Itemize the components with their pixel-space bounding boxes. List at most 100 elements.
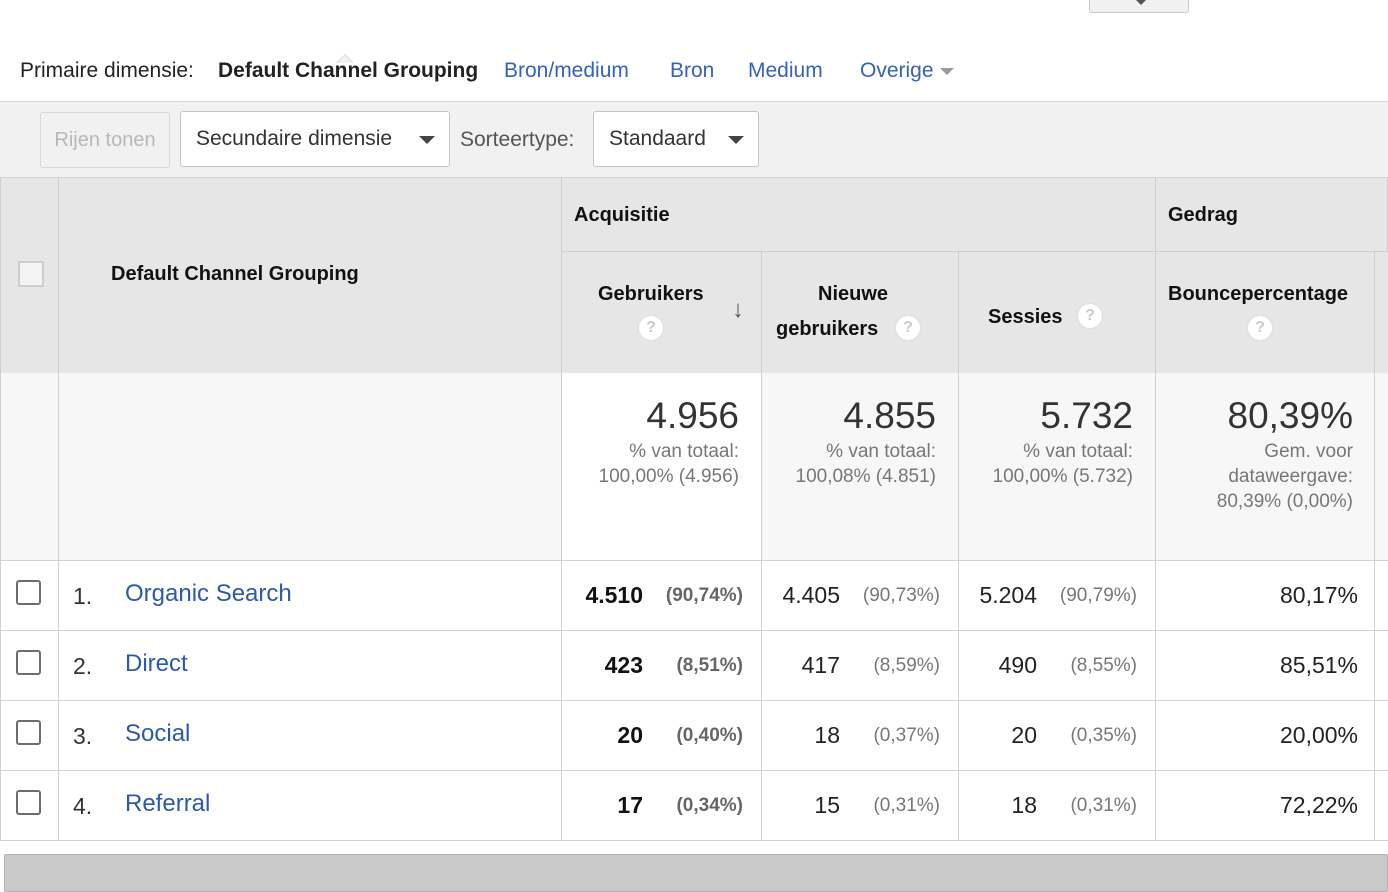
row-bounce-value: 20,00%	[1279, 722, 1358, 748]
dimension-link-overige[interactable]: Overige	[860, 59, 954, 83]
row-users-value: 17	[617, 792, 643, 818]
totals-bounce-label: Gem. voor	[1264, 441, 1353, 462]
channel-link[interactable]: Social	[125, 720, 191, 747]
help-icon[interactable]: ?	[638, 315, 664, 341]
active-dimension-pointer	[335, 53, 353, 63]
row-select-cell	[0, 631, 59, 701]
sessions-column-header[interactable]: Sessies ?	[959, 252, 1156, 373]
row-divider	[0, 630, 1388, 631]
row-users-pct: (0,40%)	[676, 725, 743, 746]
row-edge-cell	[1375, 701, 1388, 771]
row-edge-cell	[1375, 561, 1388, 631]
chevron-down-icon	[1134, 0, 1148, 5]
primary-dimension-active: Default Channel Grouping	[218, 59, 479, 82]
new-users-column-header[interactable]: Nieuwe gebruikers ?	[762, 252, 959, 373]
header-select-cell	[0, 178, 59, 373]
row-sessions-value: 20	[1011, 722, 1037, 748]
row-new-users-pct: (8,59%)	[873, 655, 940, 676]
show-rows-button[interactable]: Rijen tonen	[40, 112, 170, 168]
row-sessions-cell: 18 (0,31%)	[959, 771, 1156, 841]
horizontal-scrollbar[interactable]	[4, 854, 1388, 892]
row-sessions-cell: 5.204 (90,79%)	[959, 561, 1156, 631]
sort-descending-icon[interactable]: ↓	[732, 296, 744, 323]
help-icon[interactable]: ?	[895, 315, 921, 341]
top-dropdown-button[interactable]	[1089, 0, 1189, 13]
row-new-users-value: 417	[801, 652, 840, 678]
channel-link[interactable]: Organic Search	[125, 580, 292, 607]
row-users-pct: (8,51%)	[676, 655, 743, 676]
channel-link[interactable]: Referral	[125, 790, 211, 817]
totals-users-cell: 4.956 % van totaal: 100,00% (4.956)	[562, 373, 762, 561]
dimension-link-bron-medium[interactable]: Bron/medium	[504, 59, 629, 82]
divider	[0, 560, 1388, 561]
row-bounce-value: 72,22%	[1279, 792, 1358, 818]
chevron-down-icon	[939, 67, 954, 75]
row-bounce-cell: 20,00%	[1156, 701, 1375, 771]
row-number: 1.	[73, 583, 93, 609]
row-sessions-pct: (0,31%)	[1070, 795, 1137, 816]
row-divider	[0, 770, 1388, 771]
row-users-pct: (90,74%)	[665, 585, 743, 606]
totals-bounce-value: 80,39%	[1227, 395, 1354, 436]
row-users-value: 20	[617, 722, 643, 748]
select-all-checkbox[interactable]	[18, 261, 44, 287]
bounce-column-header[interactable]: Bouncepercentage ?	[1156, 252, 1375, 373]
totals-sessions-cell: 5.732 % van totaal: 100,00% (5.732)	[959, 373, 1156, 561]
table-row-label-cell: 3. Social	[59, 701, 562, 771]
table-toolbar: Rijen tonen Secundaire dimensie Sorteert…	[0, 102, 1388, 178]
row-bounce-cell: 80,17%	[1156, 561, 1375, 631]
table-row-label-cell: 2. Direct	[59, 631, 562, 701]
totals-new-users-label: % van totaal:	[826, 441, 936, 462]
help-icon[interactable]: ?	[1077, 303, 1103, 329]
row-number: 2.	[73, 653, 93, 679]
caret-down-icon	[419, 136, 435, 144]
row-sessions-pct: (8,55%)	[1070, 655, 1137, 676]
users-column-header[interactable]: Gebruikers ? ↓	[562, 252, 762, 373]
help-icon[interactable]: ?	[1247, 315, 1273, 341]
row-new-users-value: 18	[814, 722, 840, 748]
row-sessions-pct: (90,79%)	[1059, 585, 1137, 606]
sort-type-value: Standaard	[609, 127, 706, 150]
totals-label-cell	[59, 373, 562, 561]
row-divider	[0, 840, 1388, 841]
primary-dimension-bar: Primaire dimensie: Default Channel Group…	[0, 40, 1388, 102]
secondary-dimension-label: Secundaire dimensie	[196, 127, 393, 150]
row-new-users-cell: 4.405 (90,73%)	[762, 561, 959, 631]
totals-users-share: 100,00% (4.956)	[598, 466, 740, 487]
row-checkbox[interactable]	[16, 650, 41, 675]
row-sessions-pct: (0,35%)	[1070, 725, 1137, 746]
row-users-cell: 423 (8,51%)	[562, 631, 762, 701]
row-sessions-value: 18	[1011, 792, 1037, 818]
row-users-cell: 17 (0,34%)	[562, 771, 762, 841]
row-edge-cell	[1375, 771, 1388, 841]
channel-link[interactable]: Direct	[125, 650, 188, 677]
dimension-column-header: Default Channel Grouping	[111, 263, 359, 285]
row-new-users-value: 4.405	[782, 582, 840, 608]
secondary-dimension-dropdown[interactable]: Secundaire dimensie	[180, 111, 450, 167]
row-divider	[0, 700, 1388, 701]
row-checkbox[interactable]	[16, 720, 41, 745]
dimension-link-bron[interactable]: Bron	[670, 59, 715, 82]
bounce-column-label: Bouncepercentage	[1168, 283, 1349, 305]
row-select-cell	[0, 771, 59, 841]
totals-users-label: % van totaal:	[629, 441, 739, 462]
row-sessions-value: 490	[998, 652, 1037, 678]
totals-edge-cell	[1375, 373, 1388, 561]
totals-bounce-cell: 80,39% Gem. voor dataweergave: 80,39% (0…	[1156, 373, 1375, 561]
totals-select-cell	[0, 373, 59, 561]
row-bounce-cell: 85,51%	[1156, 631, 1375, 701]
table-row-label-cell: 4. Referral	[59, 771, 562, 841]
totals-bounce-share: 80,39% (0,00%)	[1216, 491, 1353, 512]
users-column-label: Gebruikers	[598, 283, 704, 305]
row-new-users-value: 15	[814, 792, 840, 818]
row-bounce-cell: 72,22%	[1156, 771, 1375, 841]
header-dimension-cell[interactable]: Default Channel Grouping	[59, 178, 562, 373]
dimension-link-medium[interactable]: Medium	[748, 59, 823, 82]
row-checkbox[interactable]	[16, 580, 41, 605]
behavior-group-header: Gedrag	[1156, 178, 1388, 252]
row-checkbox[interactable]	[16, 790, 41, 815]
dimension-link-overige-label: Overige	[860, 59, 934, 82]
row-users-pct: (0,34%)	[676, 795, 743, 816]
primary-dimension-label: Primaire dimensie:	[20, 59, 194, 82]
sort-type-dropdown[interactable]: Standaard	[593, 111, 759, 167]
